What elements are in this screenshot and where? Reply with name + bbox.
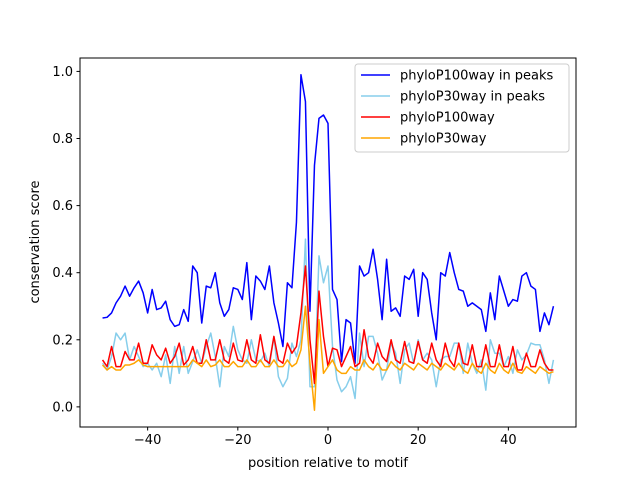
series-line-0 <box>102 74 555 365</box>
series-line-3 <box>101 305 554 411</box>
x-axis: −40 −20 0 20 40 <box>134 427 517 448</box>
series-line-1 <box>101 238 555 400</box>
y-axis-label: conservation score <box>28 180 43 303</box>
legend-label: phyloP30way in peaks <box>400 90 545 105</box>
plot-lines <box>101 74 555 411</box>
y-tick-label: 0.6 <box>52 199 73 214</box>
y-tick-label: 0.0 <box>52 400 73 415</box>
legend-label: phyloP100way in peaks <box>400 69 554 84</box>
x-tick-label: −40 <box>134 433 161 448</box>
y-tick-label: 0.8 <box>52 132 73 147</box>
x-tick-label: 20 <box>410 433 427 448</box>
legend-label: phyloP100way <box>400 111 495 126</box>
y-axis: 0.0 0.2 0.4 0.6 0.8 1.0 <box>52 65 80 415</box>
x-axis-label: position relative to motif <box>248 456 408 471</box>
y-tick-label: 0.2 <box>52 333 73 348</box>
x-tick-label: −20 <box>224 433 251 448</box>
x-tick-label: 40 <box>500 433 517 448</box>
y-tick-label: 0.4 <box>52 266 73 281</box>
legend-label: phyloP30way <box>400 132 487 147</box>
legend: phyloP100way in peaks phyloP30way in peak… <box>354 63 570 153</box>
y-tick-label: 1.0 <box>52 65 73 80</box>
legend-box <box>354 63 570 153</box>
x-tick-label: 0 <box>324 433 332 448</box>
